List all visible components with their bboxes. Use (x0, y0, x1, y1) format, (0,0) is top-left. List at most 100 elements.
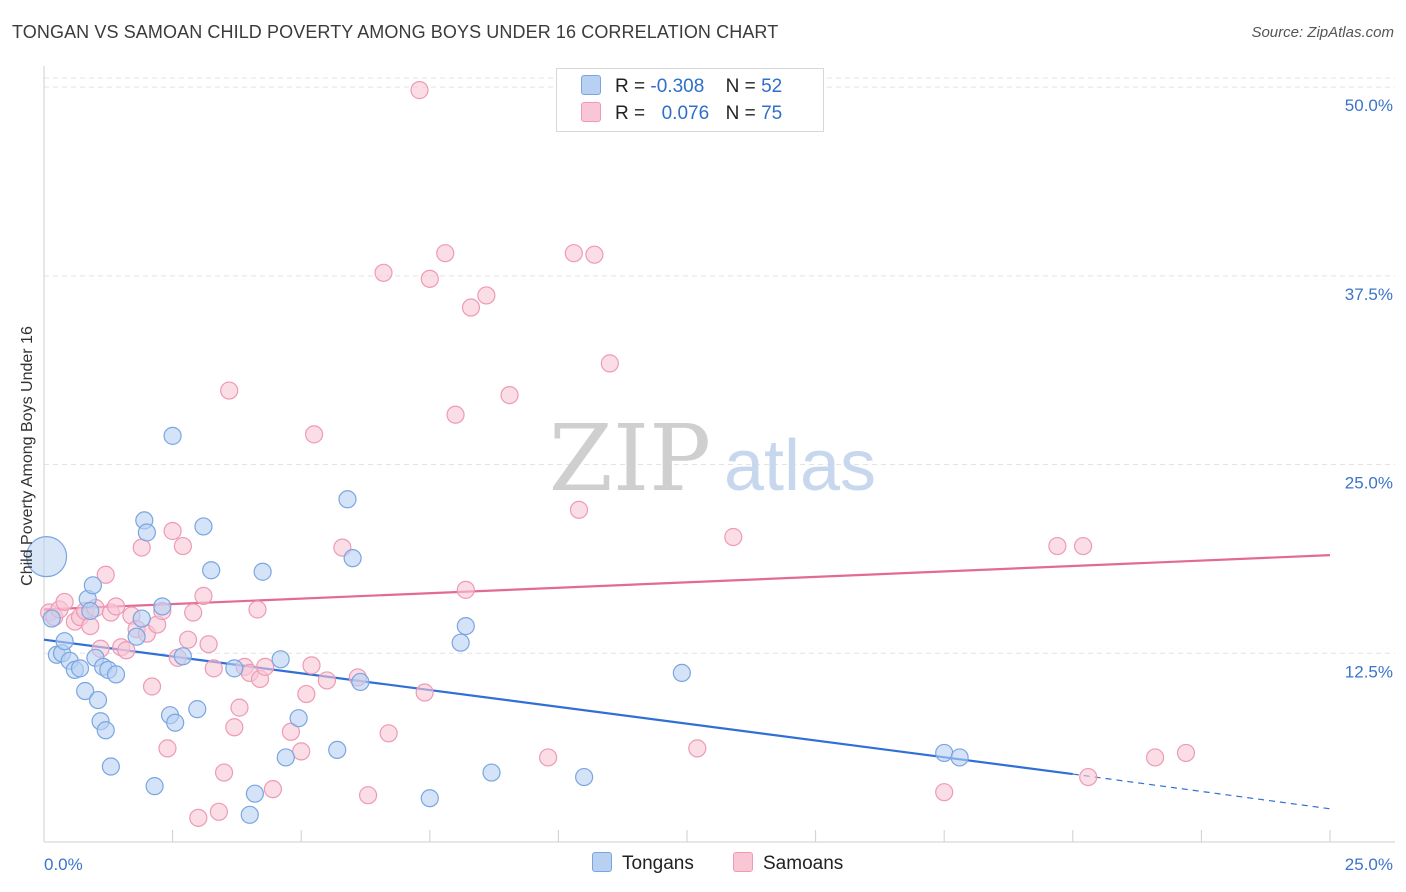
tongan-point (271, 650, 290, 669)
tongan-point (106, 665, 126, 684)
data-points (25, 81, 1196, 827)
tongan-point (482, 763, 501, 782)
tongans-n-label: N = (725, 76, 756, 97)
samoan-point (297, 684, 316, 704)
y-tick-label: 25.0% (1345, 474, 1393, 493)
tongan-point (672, 663, 691, 683)
samoan-point (173, 536, 192, 556)
samoans-legend-swatch (733, 852, 753, 872)
tongan-point (137, 523, 156, 542)
tongans-legend-label: Tongans (622, 853, 694, 874)
tongan-point (188, 700, 207, 719)
tongan-point (132, 609, 151, 628)
tongan-point (70, 659, 90, 678)
samoan-point (317, 671, 337, 690)
y-axis-title: Child Poverty Among Boys Under 16 (19, 326, 36, 586)
samoan-point (106, 597, 126, 616)
tongan-point (83, 576, 102, 595)
bottom-legend-samoans: Samoans (733, 852, 843, 875)
samoan-point (415, 683, 434, 702)
tongan-point (451, 633, 470, 652)
legend-row-samoans: R = 0.076 N = 75 (581, 102, 782, 125)
samoan-point (1146, 748, 1165, 767)
x-tick-label: 25.0% (1345, 855, 1393, 874)
tongans-legend-swatch (592, 852, 612, 872)
samoan-point (436, 244, 455, 263)
samoan-point (204, 659, 223, 678)
tongan-point (96, 721, 115, 740)
tongan-point (76, 681, 95, 701)
samoans-trend-line (43, 554, 1331, 611)
tongan-point (240, 805, 259, 824)
samoans-swatch (581, 102, 601, 122)
tongan-point (202, 561, 221, 580)
tongans-trend-extension (1072, 773, 1331, 810)
axes (43, 66, 1395, 843)
samoan-point (461, 298, 481, 317)
samoan-point (55, 592, 74, 612)
tongan-point (276, 748, 295, 767)
samoan-point (302, 656, 321, 675)
samoan-point (477, 286, 496, 305)
samoan-point (410, 81, 429, 100)
y-tick-label: 12.5% (1345, 662, 1393, 681)
samoan-point (220, 381, 239, 400)
samoan-point (178, 630, 198, 649)
samoans-r-value: 0.076 (661, 103, 710, 124)
tongan-point (25, 536, 68, 578)
tongans-r-label: R = (615, 76, 646, 97)
samoan-point (281, 722, 301, 741)
samoan-point (688, 739, 707, 758)
tongan-point (575, 767, 594, 787)
samoan-point (935, 783, 954, 802)
tongan-point (225, 659, 244, 678)
samoan-point (379, 724, 398, 743)
chart-title: TONGAN VS SAMOAN CHILD POVERTY AMONG BOY… (12, 22, 779, 42)
samoan-point (132, 538, 151, 557)
legend-row-tongans: R = -0.308 N = 52 (581, 75, 782, 98)
watermark: ZIP atlas (549, 405, 876, 512)
samoan-point (158, 739, 177, 758)
samoan-point (163, 521, 182, 541)
tongans-n-value: 52 (761, 76, 783, 97)
tongan-point (101, 757, 120, 776)
tongan-point (420, 789, 439, 808)
samoan-point (358, 786, 378, 805)
tongan-point (328, 740, 347, 760)
trend-lines (43, 554, 1331, 810)
samoan-point (1079, 767, 1098, 787)
tongan-point (145, 777, 164, 796)
samoan-point (292, 742, 311, 761)
samoan-point (1073, 536, 1093, 556)
samoan-point (81, 616, 100, 636)
tongan-point (194, 517, 213, 536)
tongan-point (81, 601, 100, 621)
samoan-point (263, 780, 283, 799)
tick-labels: 12.5% 25.0% 37.5% 50.0% 0.0% 25.0% (44, 96, 1393, 874)
samoan-point (214, 763, 234, 782)
samoan-point (724, 527, 743, 547)
y-tick-label: 37.5% (1345, 285, 1393, 304)
tongan-point (253, 562, 272, 581)
samoans-r-label: R = (615, 103, 646, 124)
tongans-swatch (581, 75, 601, 95)
grid-lines (44, 77, 1395, 654)
samoan-point (569, 500, 589, 519)
correlation-legend: R = -0.308 N = 52 R = 0.076 N = 75 (556, 68, 824, 132)
samoan-point (256, 657, 275, 676)
samoans-n-label: N = (725, 103, 756, 124)
samoans-n-value: 75 (761, 103, 783, 124)
samoan-point (446, 405, 465, 424)
samoan-point (199, 635, 218, 654)
tongan-point (55, 632, 74, 651)
samoan-point (1048, 536, 1067, 556)
samoan-point (420, 269, 439, 288)
tongan-point (245, 784, 265, 803)
tongan-point (343, 549, 362, 568)
samoan-point (184, 603, 203, 622)
y-tick-label: 50.0% (1345, 96, 1393, 115)
samoan-point (539, 748, 558, 767)
samoan-point (600, 354, 619, 373)
samoan-point (248, 600, 267, 619)
